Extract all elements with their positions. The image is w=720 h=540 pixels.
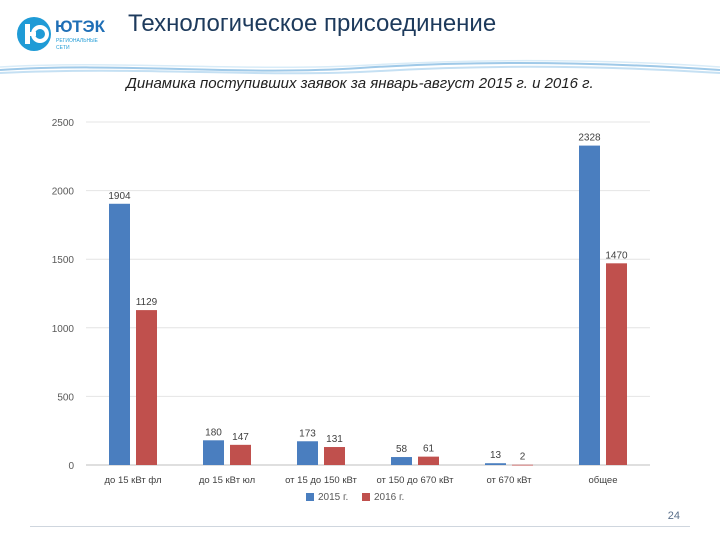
y-tick-label: 2000 <box>52 187 75 198</box>
bar <box>391 457 412 465</box>
bar <box>606 263 627 465</box>
data-label: 131 <box>326 434 343 445</box>
slide-title: Технологическое присоединение <box>128 10 497 37</box>
bar <box>136 310 157 465</box>
company-logo: ЮТЭК РЕГИОНАЛЬНЫЕ СЕТИ <box>17 17 106 51</box>
data-label: 180 <box>205 427 222 438</box>
legend-entry: 2015 г. <box>318 492 348 503</box>
bar <box>485 463 506 465</box>
x-tick-label: от 150 до 670 кВт <box>376 475 454 486</box>
x-tick-label: от 670 кВт <box>486 475 532 486</box>
data-label: 147 <box>232 432 249 443</box>
decorative-wave-divider <box>0 59 720 75</box>
bar <box>230 444 251 465</box>
y-tick-label: 2500 <box>52 118 75 129</box>
bar <box>324 447 345 465</box>
chart-title: Динамика поступивших заявок за январь-ав… <box>126 75 594 92</box>
data-label: 13 <box>490 450 502 461</box>
data-label: 173 <box>299 428 316 439</box>
data-label: 61 <box>423 444 435 455</box>
y-tick-label: 1000 <box>52 324 75 335</box>
legend-entry: 2016 г. <box>374 492 404 503</box>
data-label: 1904 <box>108 191 131 202</box>
x-tick-label: до 15 кВт фл <box>105 475 162 486</box>
logo-text: ЮТЭК <box>55 17 106 36</box>
logo-subtitle-line-2: СЕТИ <box>56 45 70 51</box>
page-number: 24 <box>667 510 680 522</box>
bar <box>203 440 224 465</box>
data-label: 2328 <box>578 133 601 144</box>
legend-swatch <box>306 493 314 501</box>
footer-divider <box>30 526 690 527</box>
y-tick-label: 1500 <box>52 255 75 266</box>
data-label: 1129 <box>136 297 158 308</box>
bar <box>579 145 600 466</box>
bar <box>418 456 439 465</box>
logo-subtitle-line-1: РЕГИОНАЛЬНЫЕ <box>56 38 99 44</box>
bar <box>297 441 318 465</box>
y-tick-label: 500 <box>57 392 74 403</box>
x-tick-label: общее <box>588 475 617 486</box>
bar <box>109 203 130 465</box>
data-label: 1470 <box>605 250 628 261</box>
data-label: 2 <box>520 452 526 463</box>
x-tick-label: от 15 до 150 кВт <box>285 475 357 486</box>
x-tick-label: до 15 кВт юл <box>199 475 255 486</box>
bar-chart: 0 500 1000 1500 2000 2500 1904 1129 до 15 кВт фл… <box>52 118 650 503</box>
y-tick-label: 0 <box>68 461 74 472</box>
legend-swatch <box>362 493 370 501</box>
data-label: 58 <box>396 444 408 455</box>
bar <box>512 464 533 466</box>
